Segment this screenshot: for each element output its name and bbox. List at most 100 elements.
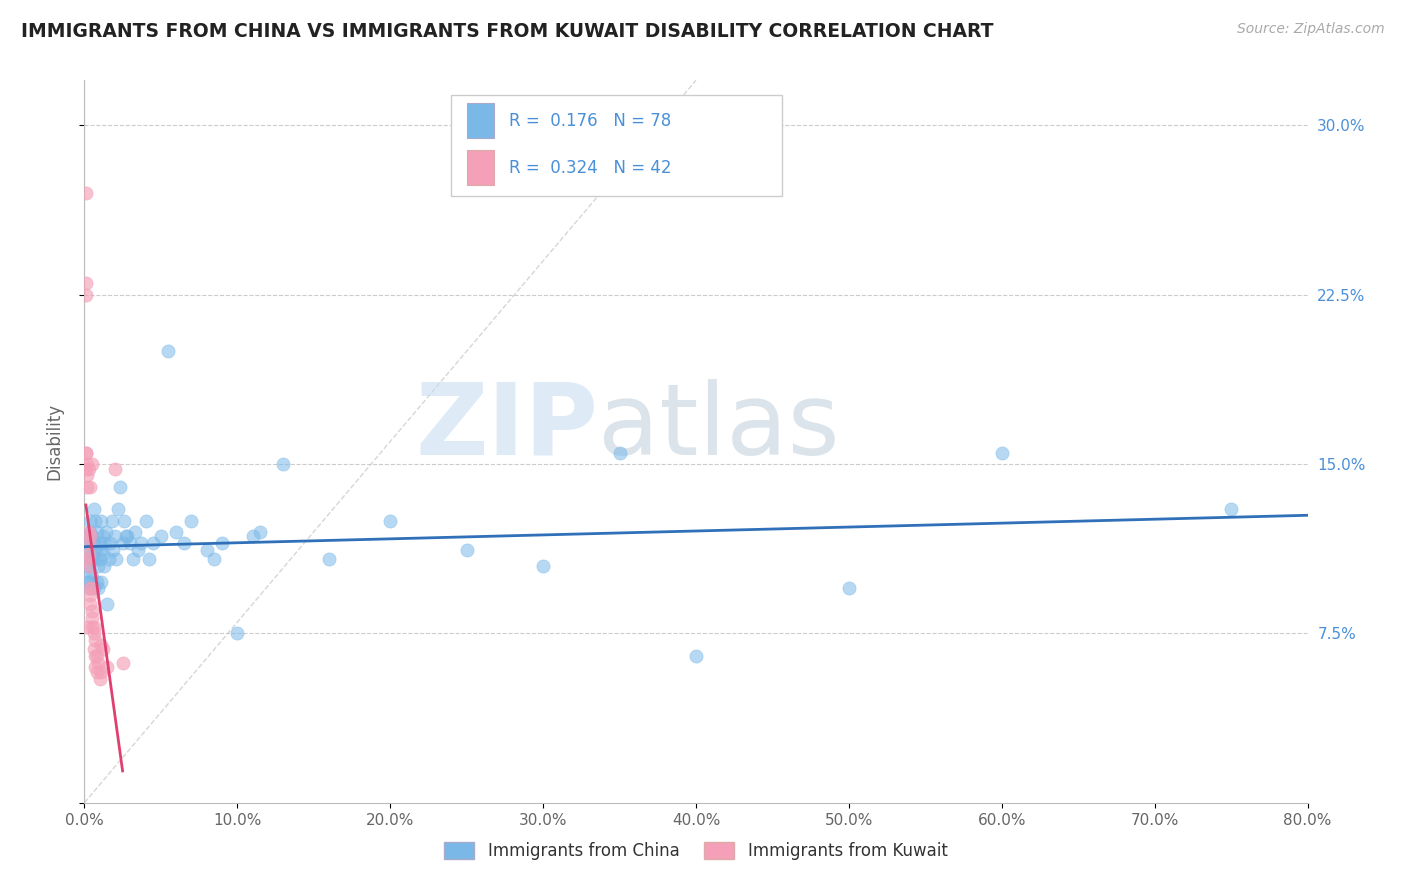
Bar — [467, 103, 494, 138]
Point — [80, 552, 103, 566]
Point — [79, 582, 101, 596]
Point — [80, 548, 103, 562]
Point — [173, 536, 195, 550]
Point — [75, 461, 97, 475]
Point — [75, 446, 97, 460]
Point — [103, 542, 125, 557]
Point — [77, 558, 100, 573]
Legend: Immigrants from China, Immigrants from Kuwait: Immigrants from China, Immigrants from K… — [437, 835, 955, 867]
Point — [249, 524, 271, 539]
Point — [76, 468, 98, 483]
Point — [105, 552, 128, 566]
Point — [98, 536, 121, 550]
Point — [318, 552, 340, 566]
Point — [80, 536, 103, 550]
Point — [195, 542, 218, 557]
Point — [76, 620, 98, 634]
Point — [77, 582, 100, 596]
Point — [211, 536, 233, 550]
Point — [120, 536, 142, 550]
Point — [111, 536, 134, 550]
Text: atlas: atlas — [598, 378, 839, 475]
Point — [77, 536, 100, 550]
Point — [124, 524, 146, 539]
Point — [149, 529, 172, 543]
Point — [86, 648, 108, 663]
Point — [129, 536, 152, 550]
Point — [76, 480, 98, 494]
Point — [609, 446, 631, 460]
Point — [84, 660, 107, 674]
Point — [87, 558, 110, 573]
Point — [991, 446, 1014, 460]
Point — [138, 552, 160, 566]
Point — [90, 638, 112, 652]
Point — [75, 277, 97, 291]
Point — [180, 514, 202, 528]
Point — [80, 610, 103, 624]
Point — [114, 529, 136, 543]
Point — [86, 524, 108, 539]
Point — [107, 502, 129, 516]
Point — [79, 480, 101, 494]
Point — [77, 536, 100, 550]
Point — [84, 542, 107, 557]
Point — [79, 574, 101, 589]
Point — [83, 502, 105, 516]
Point — [838, 582, 860, 596]
Point — [90, 665, 112, 679]
Point — [111, 656, 134, 670]
Point — [87, 656, 110, 670]
Point — [1220, 502, 1243, 516]
Text: IMMIGRANTS FROM CHINA VS IMMIGRANTS FROM KUWAIT DISABILITY CORRELATION CHART: IMMIGRANTS FROM CHINA VS IMMIGRANTS FROM… — [21, 22, 994, 41]
Point — [226, 626, 249, 640]
Point — [96, 597, 118, 611]
Point — [83, 626, 105, 640]
Point — [75, 529, 97, 543]
Point — [84, 633, 107, 648]
Point — [80, 604, 103, 618]
Point — [101, 514, 124, 528]
Point — [112, 514, 135, 528]
FancyBboxPatch shape — [451, 95, 782, 196]
Point — [84, 648, 107, 663]
Point — [83, 620, 105, 634]
Point — [80, 570, 103, 584]
Point — [83, 536, 105, 550]
Point — [87, 582, 110, 596]
Point — [97, 552, 120, 566]
Point — [80, 582, 103, 596]
Point — [79, 524, 101, 539]
Point — [77, 461, 100, 475]
Point — [271, 457, 294, 471]
Point — [76, 552, 98, 566]
Point — [135, 514, 157, 528]
Point — [531, 558, 554, 573]
Point — [76, 558, 98, 573]
Point — [77, 548, 100, 562]
Point — [79, 566, 101, 580]
Point — [91, 548, 114, 562]
Point — [202, 552, 225, 566]
Point — [80, 620, 103, 634]
Text: Source: ZipAtlas.com: Source: ZipAtlas.com — [1237, 22, 1385, 37]
Point — [84, 514, 107, 528]
Point — [157, 344, 180, 359]
Point — [104, 461, 127, 475]
Point — [127, 542, 149, 557]
Point — [89, 672, 111, 686]
Point — [89, 542, 111, 557]
Point — [108, 480, 131, 494]
Point — [84, 552, 107, 566]
Point — [83, 582, 105, 596]
Point — [80, 457, 103, 471]
Point — [79, 597, 101, 611]
Point — [122, 552, 145, 566]
Point — [89, 552, 111, 566]
Point — [86, 665, 108, 679]
Point — [83, 642, 105, 657]
Point — [96, 660, 118, 674]
Point — [104, 529, 127, 543]
Point — [79, 588, 101, 602]
Text: R =  0.176   N = 78: R = 0.176 N = 78 — [509, 112, 671, 129]
